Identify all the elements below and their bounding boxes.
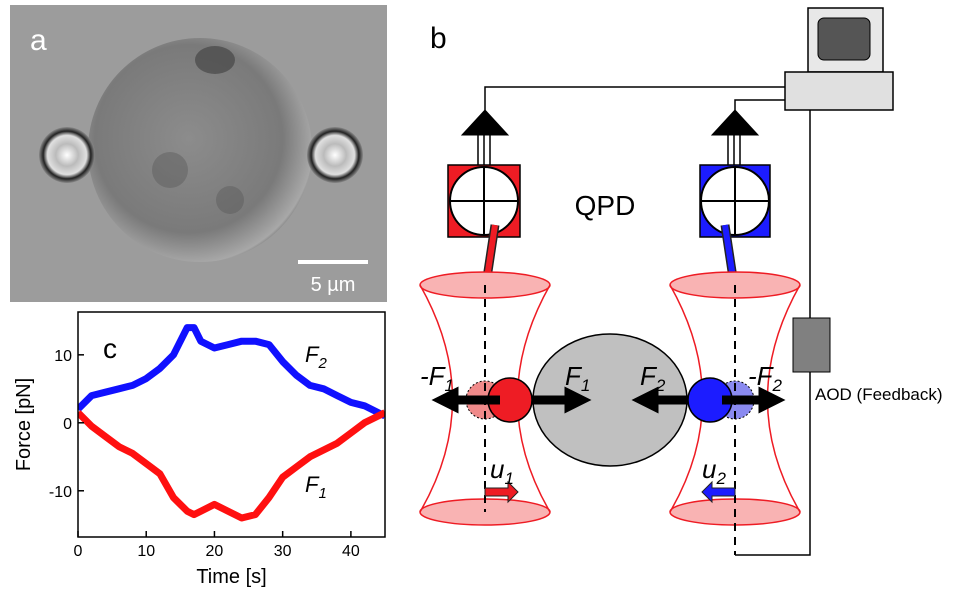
panel-label: a bbox=[30, 24, 47, 57]
panel-label: c bbox=[103, 333, 117, 364]
x-tick-label: 0 bbox=[74, 543, 83, 560]
plot-frame bbox=[77, 311, 386, 538]
plot-area bbox=[78, 324, 385, 522]
series-line bbox=[78, 409, 385, 522]
x-axis-label: Time [s] bbox=[196, 566, 266, 588]
y-tick-label: 10 bbox=[54, 348, 72, 365]
y-axis-label: Force [pN] bbox=[13, 378, 35, 471]
scale-bar-label: 5 µm bbox=[311, 274, 356, 296]
x-tick-label: 30 bbox=[274, 543, 292, 560]
force-label: F1 bbox=[565, 361, 590, 395]
setup-diagram bbox=[419, 7, 894, 556]
y-tick-label: 0 bbox=[63, 416, 72, 433]
series-line bbox=[78, 324, 385, 420]
displacement-label: u1 bbox=[490, 454, 514, 488]
detector-label: QPD bbox=[575, 190, 636, 221]
x-tick-label: 10 bbox=[137, 543, 155, 560]
actuator-label: AOD (Feedback) bbox=[815, 385, 943, 404]
force-label: -F1 bbox=[420, 361, 454, 395]
panel-label: b bbox=[430, 22, 447, 55]
series-label: F2 bbox=[305, 342, 327, 372]
displacement-label: u2 bbox=[702, 454, 726, 488]
series-label: F1 bbox=[305, 472, 327, 502]
force-label: -F2 bbox=[748, 361, 783, 395]
series-name: F bbox=[305, 472, 320, 497]
series-name-sub: 1 bbox=[318, 485, 326, 502]
series-name-sub: 2 bbox=[317, 355, 327, 372]
x-tick-label: 20 bbox=[206, 543, 224, 560]
x-tick-label: 40 bbox=[342, 543, 360, 560]
y-tick-label: -10 bbox=[49, 484, 72, 501]
series-name: F bbox=[305, 342, 320, 367]
micrograph bbox=[10, 5, 387, 302]
force-label: F2 bbox=[640, 361, 666, 395]
